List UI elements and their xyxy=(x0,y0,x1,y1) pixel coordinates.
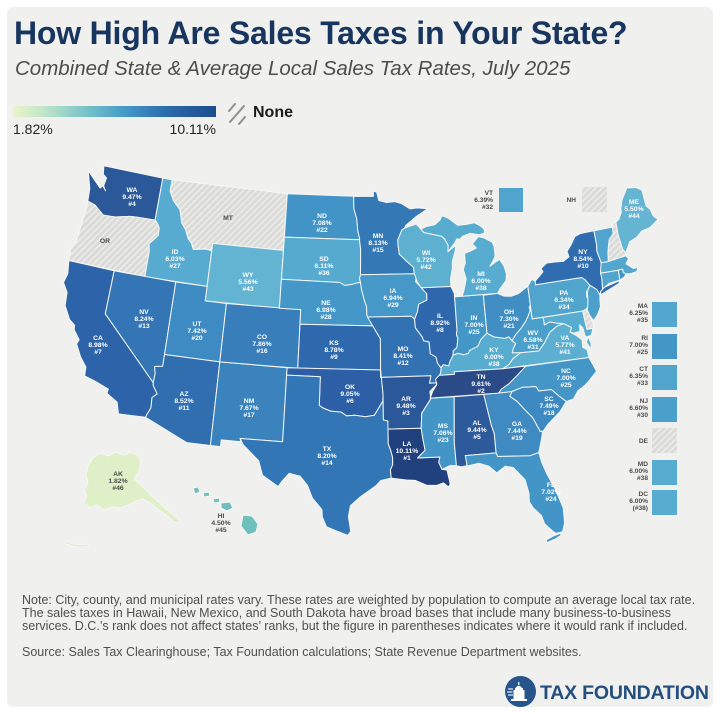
svg-text:WA9.47%#4: WA 9.47% #4 xyxy=(122,187,141,208)
svg-text:UT7.42%#20: UT 7.42% #20 xyxy=(187,321,206,342)
svg-text:DE: DE xyxy=(639,438,649,445)
svg-text:OK9.05%#6: OK 9.05% #6 xyxy=(340,384,359,405)
svg-text:CO7.86%#16: CO 7.86% #16 xyxy=(252,334,271,355)
svg-text:OR: OR xyxy=(100,238,110,245)
svg-text:WI5.72%#42: WI 5.72% #42 xyxy=(416,250,435,271)
svg-text:NH: NH xyxy=(566,197,576,204)
svg-text:WV6.58%#31: WV 6.58% #31 xyxy=(523,330,542,351)
svg-text:NV8.24%#13: NV 8.24% #13 xyxy=(134,309,153,330)
svg-text:ND7.08%#22: ND 7.08% #22 xyxy=(312,213,331,234)
svg-text:FL7.02%#24: FL 7.02% #24 xyxy=(541,482,560,503)
svg-text:DC6.00%(#38): DC 6.00% (#38) xyxy=(629,491,648,512)
svg-text:RI7.00%#25: RI 7.00% #25 xyxy=(629,335,648,356)
svg-text:AK1.82%#46: AK 1.82% #46 xyxy=(108,471,127,492)
svg-text:MT: MT xyxy=(223,215,234,222)
svg-text:IA6.94%#29: IA 6.94% #29 xyxy=(383,288,402,309)
svg-text:CT6.35%#33: CT 6.35% #33 xyxy=(629,366,648,387)
svg-text:TN9.61%#2: TN 9.61% #2 xyxy=(471,374,490,395)
svg-text:NY8.54%#10: NY 8.54% #10 xyxy=(573,249,592,270)
svg-text:GA7.44%#19: GA 7.44% #19 xyxy=(507,421,526,442)
svg-text:MD6.00%#38: MD 6.00% #38 xyxy=(629,461,648,482)
svg-text:CA8.98%#7: CA 8.98% #7 xyxy=(88,335,107,356)
svg-text:IN7.00%#25: IN 7.00% #25 xyxy=(464,315,483,336)
svg-text:WY5.56%#43: WY 5.56% #43 xyxy=(238,272,257,293)
svg-text:MN8.13%#15: MN 8.13% #15 xyxy=(368,233,387,254)
svg-text:HI4.50%#45: HI 4.50% #45 xyxy=(211,513,230,534)
svg-text:MS7.06%#23: MS 7.06% #23 xyxy=(433,423,452,444)
svg-text:VT6.39%#32: VT 6.39% #32 xyxy=(474,190,493,211)
svg-text:TX8.20%#14: TX 8.20% #14 xyxy=(317,446,336,467)
svg-text:NM7.67%#17: NM 7.67% #17 xyxy=(239,398,258,419)
svg-text:KY6.00%#38: KY 6.00% #38 xyxy=(484,347,503,368)
svg-text:SD6.11%#36: SD 6.11% #36 xyxy=(315,256,334,277)
svg-text:SC7.49%#18: SC 7.49% #18 xyxy=(539,396,558,417)
svg-text:ID6.03%#27: ID 6.03% #27 xyxy=(165,249,184,270)
svg-text:KS8.78%#9: KS 8.78% #9 xyxy=(324,340,343,361)
svg-text:MO8.41%#12: MO 8.41% #12 xyxy=(393,346,412,367)
svg-text:NJ6.60%#30: NJ 6.60% #30 xyxy=(629,398,648,419)
svg-text:IL8.92%#8: IL 8.92% #8 xyxy=(430,313,449,334)
svg-text:MI6.00%#38: MI 6.00% #38 xyxy=(471,271,490,292)
svg-text:AZ8.52%#11: AZ 8.52% #11 xyxy=(174,391,193,412)
svg-text:AL9.44%#5: AL 9.44% #5 xyxy=(467,420,486,441)
svg-text:AR9.48%#3: AR 9.48% #3 xyxy=(396,396,415,417)
svg-text:OH7.30%#21: OH 7.30% #21 xyxy=(499,309,518,330)
svg-text:PA6.34%#34: PA 6.34% #34 xyxy=(554,290,573,311)
svg-text:NE6.98%#28: NE 6.98% #28 xyxy=(316,300,335,321)
svg-text:NC7.00%#25: NC 7.00% #25 xyxy=(556,368,575,389)
svg-text:MA6.25%#35: MA 6.25% #35 xyxy=(629,303,648,324)
svg-text:VA5.77%#41: VA 5.77% #41 xyxy=(555,335,574,356)
svg-text:ME5.50%#44: ME 5.50% #44 xyxy=(624,199,643,220)
